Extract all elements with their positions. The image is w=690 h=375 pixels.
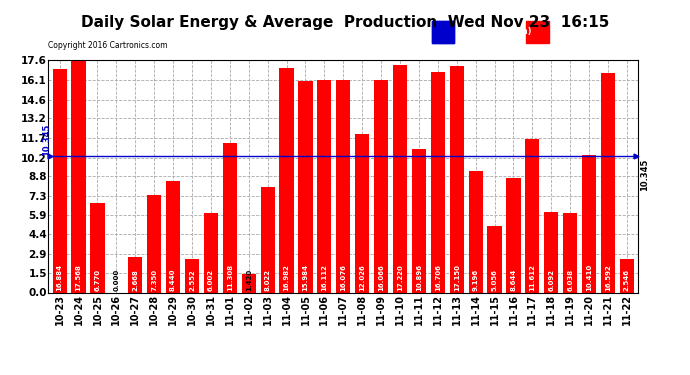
Text: 8.644: 8.644 <box>511 268 516 291</box>
Bar <box>432 21 454 43</box>
Bar <box>223 143 237 292</box>
Text: 17.568: 17.568 <box>75 264 81 291</box>
Text: 6.038: 6.038 <box>567 268 573 291</box>
Text: 10.345: 10.345 <box>640 159 649 191</box>
Bar <box>355 134 369 292</box>
Bar <box>298 81 313 292</box>
Text: 8.022: 8.022 <box>265 268 270 291</box>
Text: 2.668: 2.668 <box>132 268 138 291</box>
Bar <box>72 60 86 292</box>
Text: Daily  (kWh): Daily (kWh) <box>553 27 611 36</box>
Text: 10.345: 10.345 <box>42 123 51 156</box>
Bar <box>620 259 634 292</box>
Text: 5.056: 5.056 <box>491 268 497 291</box>
Bar <box>469 171 483 292</box>
Text: 11.612: 11.612 <box>529 264 535 291</box>
Text: 11.308: 11.308 <box>227 263 233 291</box>
Text: 2.552: 2.552 <box>189 269 195 291</box>
Text: 16.706: 16.706 <box>435 264 441 291</box>
Bar <box>431 72 445 292</box>
Bar <box>261 186 275 292</box>
Bar <box>336 80 351 292</box>
Bar <box>506 178 520 292</box>
Bar <box>317 80 331 292</box>
Bar <box>241 274 256 292</box>
Bar <box>204 213 218 292</box>
Text: Copyright 2016 Cartronics.com: Copyright 2016 Cartronics.com <box>48 41 168 50</box>
Bar <box>412 148 426 292</box>
Text: 2.546: 2.546 <box>624 268 630 291</box>
Text: 16.982: 16.982 <box>284 264 290 291</box>
Text: 16.112: 16.112 <box>322 264 327 291</box>
Bar <box>128 257 142 292</box>
Text: 16.884: 16.884 <box>57 263 63 291</box>
Bar <box>374 80 388 292</box>
Text: 16.076: 16.076 <box>340 264 346 291</box>
Bar <box>526 21 549 43</box>
Text: Daily Solar Energy & Average  Production  Wed Nov 23  16:15: Daily Solar Energy & Average Production … <box>81 15 609 30</box>
Text: 10.896: 10.896 <box>416 264 422 291</box>
Text: 6.002: 6.002 <box>208 268 214 291</box>
Text: 1.420: 1.420 <box>246 268 252 291</box>
Bar <box>525 139 540 292</box>
Bar <box>393 65 407 292</box>
Bar <box>601 74 615 292</box>
Bar <box>450 66 464 292</box>
Text: 0.000: 0.000 <box>113 268 119 291</box>
Text: 9.196: 9.196 <box>473 268 479 291</box>
Bar <box>563 213 578 292</box>
Bar <box>279 68 294 292</box>
Bar <box>147 195 161 292</box>
Text: 17.220: 17.220 <box>397 264 403 291</box>
Text: 6.092: 6.092 <box>549 268 554 291</box>
Bar <box>582 155 596 292</box>
Text: 16.066: 16.066 <box>378 264 384 291</box>
Text: 12.026: 12.026 <box>359 264 365 291</box>
Bar <box>185 259 199 292</box>
Bar <box>90 203 105 292</box>
Text: 16.592: 16.592 <box>605 264 611 291</box>
Text: 6.770: 6.770 <box>95 268 101 291</box>
Bar <box>544 212 558 292</box>
Text: Average  (kWh): Average (kWh) <box>458 27 532 36</box>
Text: 7.350: 7.350 <box>151 268 157 291</box>
Bar <box>487 226 502 292</box>
Bar <box>432 21 454 43</box>
Text: 15.984: 15.984 <box>302 263 308 291</box>
Text: 17.150: 17.150 <box>454 264 460 291</box>
Bar <box>52 69 67 292</box>
Bar <box>166 181 180 292</box>
Text: 8.440: 8.440 <box>170 268 176 291</box>
Text: 10.410: 10.410 <box>586 263 592 291</box>
